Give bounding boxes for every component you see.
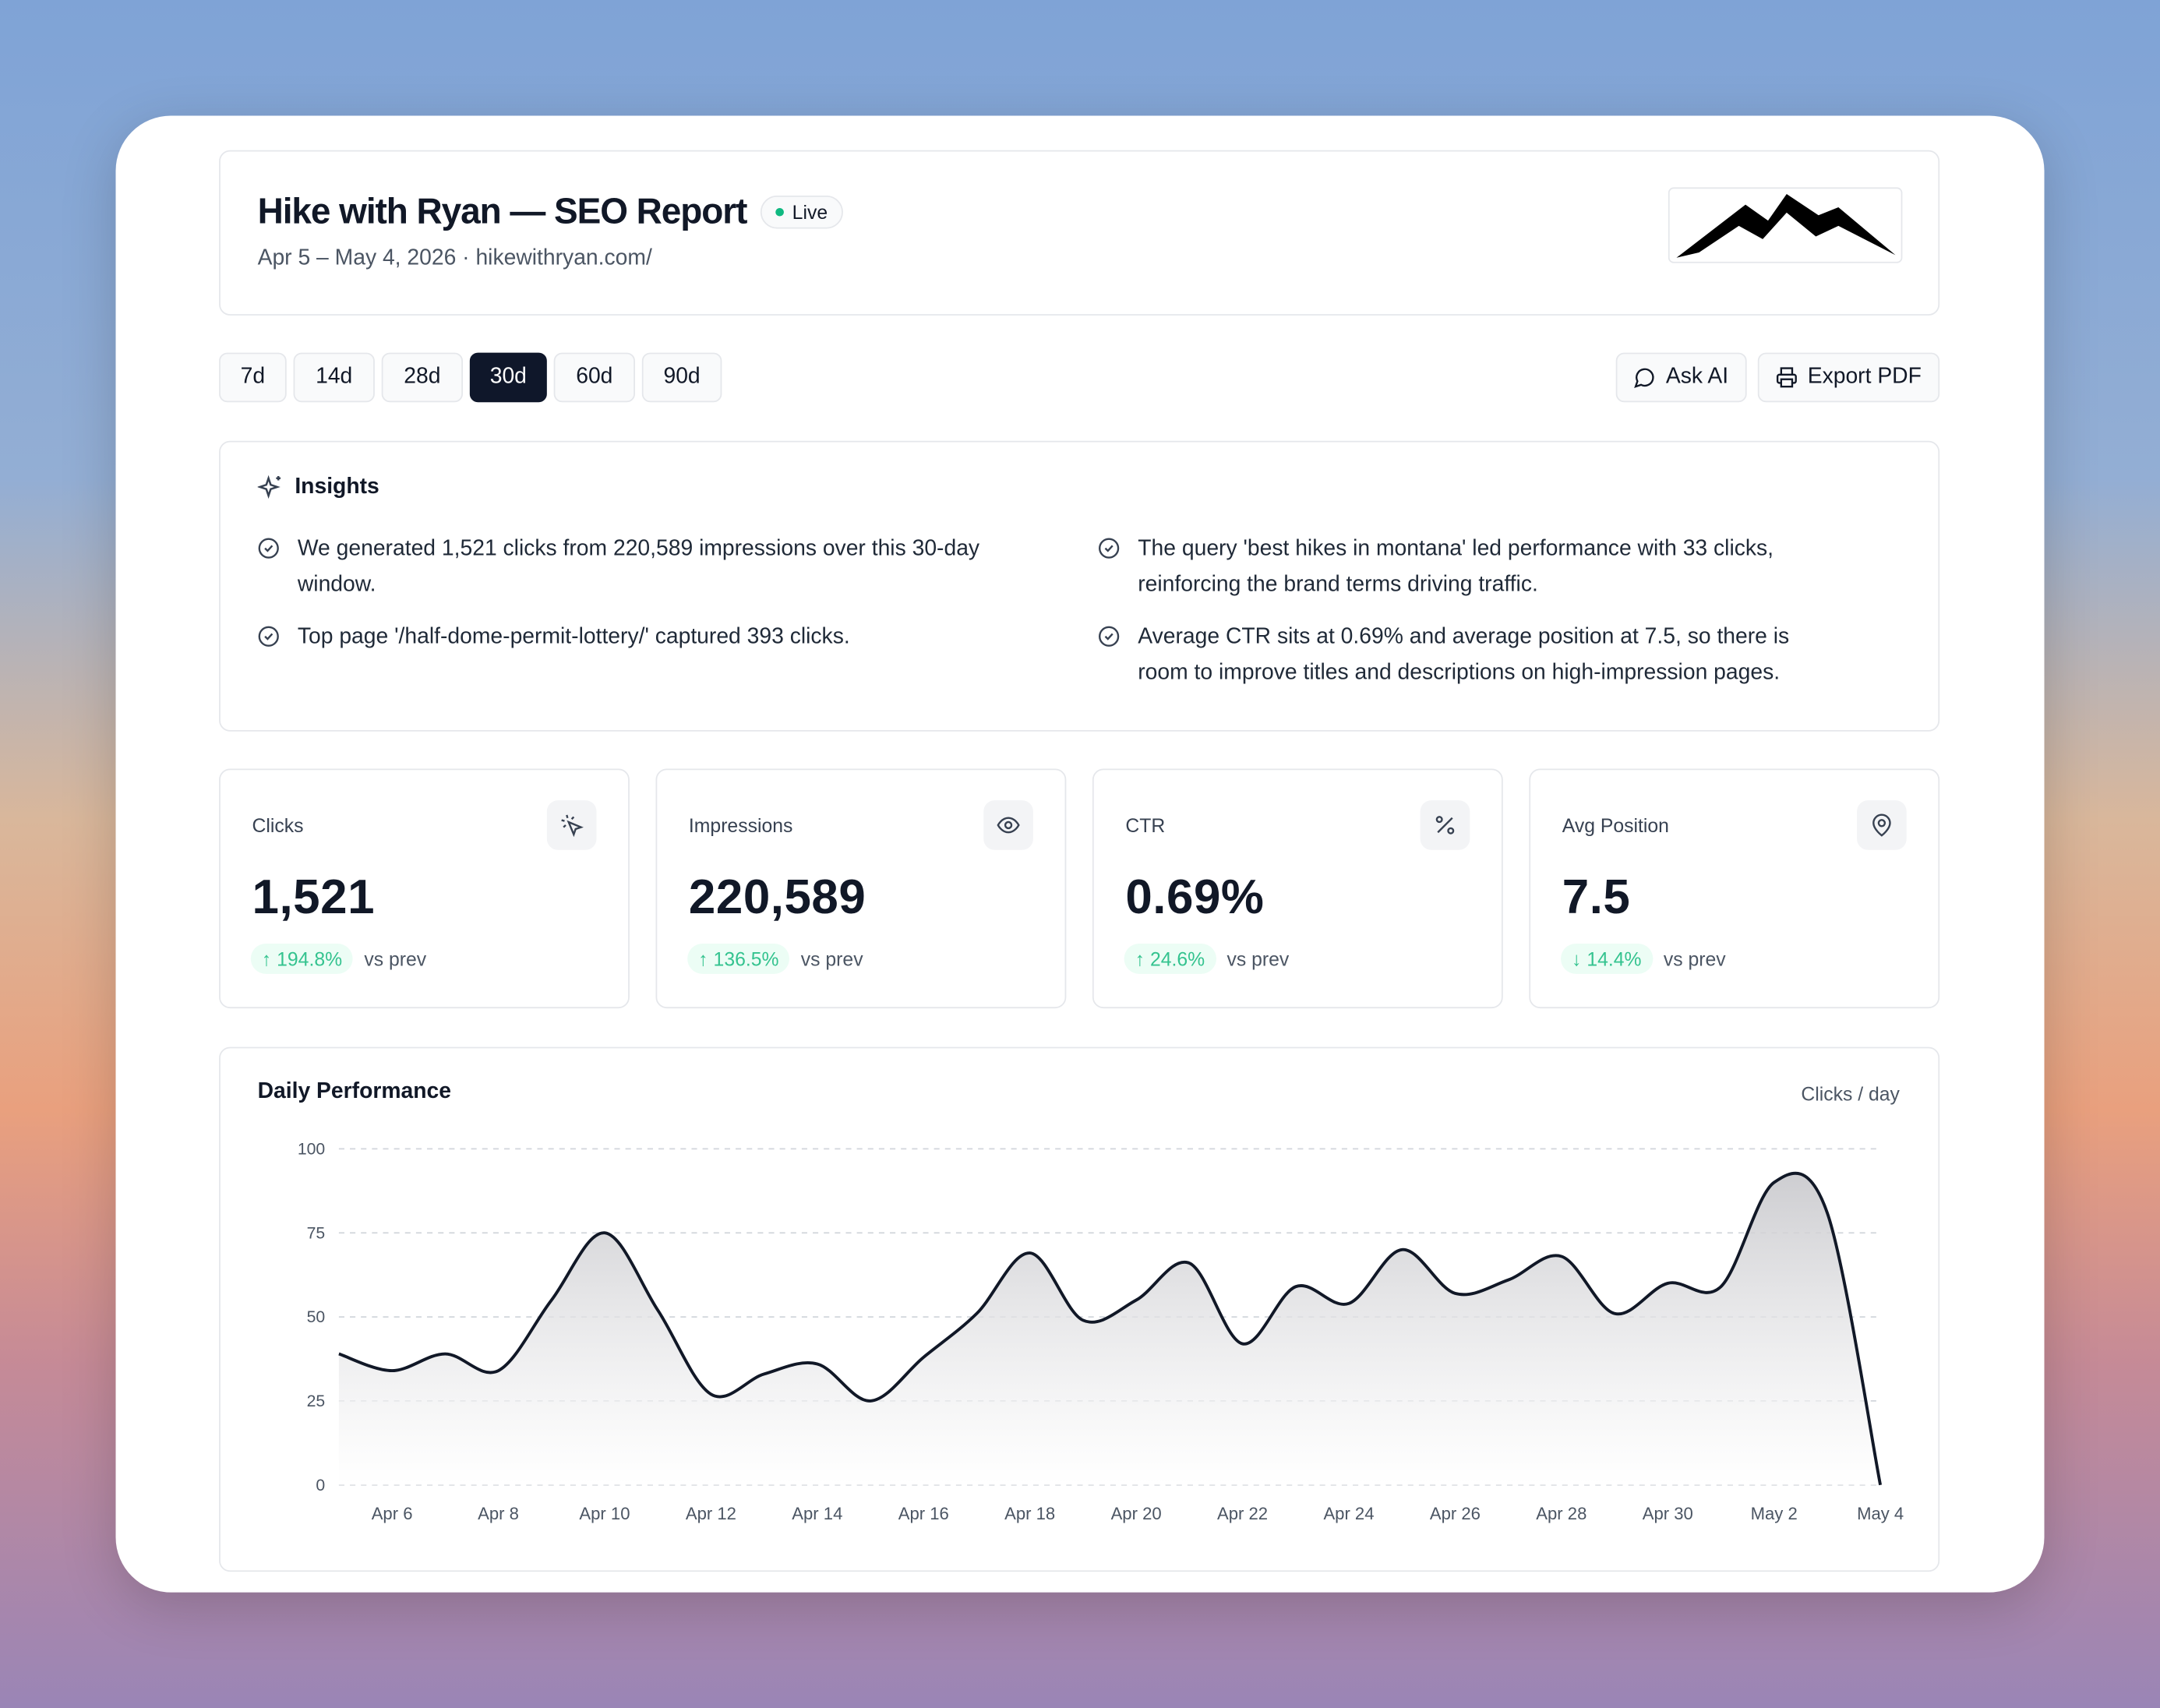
x-tick-label: Apr 20 bbox=[1111, 1504, 1162, 1523]
status-badge: Live bbox=[761, 195, 843, 228]
y-tick-label: 75 bbox=[307, 1224, 326, 1242]
subtitle: Apr 5 – May 4, 2026 · hikewithryan.com/ bbox=[257, 246, 652, 270]
kpi-icon bbox=[561, 814, 584, 838]
insight-text: Top page '/half-dome-permit-lottery/' ca… bbox=[297, 625, 850, 649]
check-icon bbox=[258, 626, 279, 647]
kpi-value: 220,589 bbox=[688, 870, 866, 925]
insight-item: We generated 1,521 clicks from 220,589 i… bbox=[256, 531, 1055, 603]
range-button[interactable]: 28d bbox=[381, 352, 464, 403]
chat-icon bbox=[1634, 368, 1655, 389]
kpi-label: Avg Position bbox=[1562, 813, 1669, 837]
area-fill bbox=[338, 1173, 1881, 1485]
logo bbox=[1668, 187, 1903, 263]
chart-title: Daily Performance bbox=[257, 1080, 452, 1104]
insight-text: We generated 1,521 clicks from 220,589 i… bbox=[297, 537, 980, 597]
kpi-label: Impressions bbox=[688, 813, 793, 837]
x-tick-label: Apr 12 bbox=[686, 1504, 736, 1523]
header bbox=[219, 150, 1940, 316]
kpi-icon-box bbox=[983, 800, 1033, 850]
range-button[interactable]: 90d bbox=[641, 352, 722, 403]
insights-title: Insights bbox=[295, 475, 379, 499]
sparkle-icon bbox=[257, 475, 281, 499]
y-tick-label: 100 bbox=[298, 1140, 325, 1158]
kpi-note: vs prev bbox=[800, 948, 863, 970]
kpi-note: vs prev bbox=[364, 948, 427, 970]
check-icon bbox=[258, 538, 279, 559]
kpi-icon-box bbox=[546, 800, 597, 850]
kpi-icon-box bbox=[1857, 800, 1907, 850]
chart: 0 25 50 75 100 Apr 6 Apr 8 Apr 10 Apr 12 Apr 14 Ap… bbox=[298, 1140, 1904, 1523]
x-tick-label: Apr 28 bbox=[1536, 1504, 1586, 1523]
x-tick-label: Apr 26 bbox=[1430, 1504, 1481, 1523]
kpi-change: ↓ 14.4% bbox=[1560, 943, 1653, 974]
status-text: Live bbox=[792, 200, 828, 223]
kpi-value: 7.5 bbox=[1562, 870, 1631, 925]
line bbox=[338, 1171, 1883, 1486]
report-title: Hike with Ryan — SEO Report bbox=[257, 189, 748, 232]
insights-panel bbox=[219, 440, 1940, 732]
kpi-icon bbox=[1435, 816, 1455, 835]
title-row: Hike with Ryan — SEO Report Live bbox=[258, 190, 843, 233]
x-tick-label: Apr 24 bbox=[1323, 1504, 1374, 1523]
chart-unit: Clicks / day bbox=[1801, 1082, 1900, 1105]
kpi-change-row: ↓ 14.4% vs prev bbox=[1560, 943, 1726, 974]
insight-text: Average CTR sits at 0.69% and average po… bbox=[1138, 625, 1790, 685]
kpi-change-row: ↑ 24.6% vs prev bbox=[1124, 943, 1290, 974]
range-button[interactable]: 60d bbox=[553, 352, 635, 403]
x-tick-label: Apr 10 bbox=[579, 1504, 630, 1523]
kpi-change: ↑ 136.5% bbox=[687, 943, 790, 974]
kpi-label: Clicks bbox=[252, 813, 304, 837]
check-icon bbox=[1099, 538, 1120, 559]
x-tick-label: Apr 30 bbox=[1643, 1504, 1693, 1523]
x-tick-label: Apr 8 bbox=[478, 1504, 519, 1523]
x-tick-label: May 2 bbox=[1751, 1504, 1798, 1523]
ask-ai-label: Ask AI bbox=[1665, 365, 1729, 389]
x-tick-label: Apr 18 bbox=[1004, 1504, 1055, 1523]
y-tick-label: 25 bbox=[307, 1392, 326, 1410]
y-tick-label: 0 bbox=[316, 1477, 325, 1494]
insight-item: The query 'best hikes in montana' led pe… bbox=[1096, 531, 1868, 603]
x-tick-label: Apr 16 bbox=[898, 1504, 949, 1523]
x-tick-label: Apr 14 bbox=[792, 1504, 842, 1523]
ask-ai-button[interactable]: Ask AI bbox=[1615, 352, 1747, 403]
x-tick-label: May 4 bbox=[1857, 1504, 1904, 1523]
status-dot bbox=[775, 207, 785, 216]
kpi-label: CTR bbox=[1125, 813, 1166, 837]
export-pdf-label: Export PDF bbox=[1807, 365, 1922, 389]
printer-icon bbox=[1777, 367, 1798, 388]
y-tick-label: 50 bbox=[307, 1308, 326, 1326]
kpi-icon bbox=[1872, 813, 1891, 837]
kpi-note: vs prev bbox=[1663, 948, 1726, 970]
kpi-value: 0.69% bbox=[1125, 870, 1265, 925]
range-button[interactable]: 14d bbox=[293, 352, 375, 403]
kpi-change: ↑ 24.6% bbox=[1124, 943, 1216, 974]
kpi-note: vs prev bbox=[1226, 948, 1290, 970]
kpi-change-row: ↑ 136.5% vs prev bbox=[687, 943, 863, 974]
x-tick-label: Apr 6 bbox=[372, 1504, 413, 1523]
export-pdf-button[interactable]: Export PDF bbox=[1757, 352, 1940, 403]
insights-list: We generated 1,521 clicks from 220,589 i… bbox=[256, 531, 1909, 691]
insight-item: Top page '/half-dome-permit-lottery/' ca… bbox=[256, 620, 1055, 692]
range-button[interactable]: 30d bbox=[469, 352, 547, 403]
x-tick-label: Apr 22 bbox=[1217, 1504, 1268, 1523]
kpi-change-row: ↑ 194.8% vs prev bbox=[250, 943, 427, 974]
range-button[interactable]: 7d bbox=[219, 352, 287, 403]
kpi-change: ↑ 194.8% bbox=[250, 943, 354, 974]
insights-heading: Insights bbox=[257, 474, 379, 500]
check-icon bbox=[1099, 626, 1120, 647]
insight-item: Average CTR sits at 0.69% and average po… bbox=[1096, 620, 1868, 692]
kpi-icon-box bbox=[1420, 800, 1470, 850]
kpi-value: 1,521 bbox=[252, 870, 376, 925]
kpi-icon bbox=[997, 817, 1020, 834]
insight-text: The query 'best hikes in montana' led pe… bbox=[1138, 537, 1774, 597]
